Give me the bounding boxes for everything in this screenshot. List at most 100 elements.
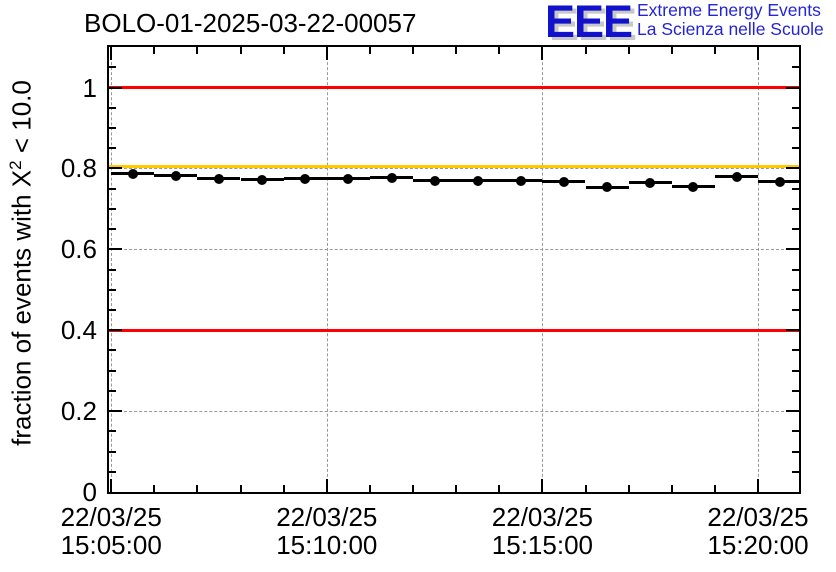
y-axis-tick — [109, 86, 122, 89]
y-gridline — [109, 168, 799, 170]
x-axis-tick — [713, 485, 716, 492]
y-axis-tick — [109, 450, 116, 453]
x-axis-tick — [196, 485, 199, 492]
x-axis-tick — [584, 485, 587, 492]
x-axis-tick — [541, 479, 544, 492]
data-point-marker — [300, 173, 311, 184]
y-tick-label: 0.2 — [60, 396, 97, 427]
y-axis-tick — [109, 470, 116, 473]
y-tick-label: 0.8 — [60, 153, 97, 184]
x-axis-tick-top — [239, 47, 242, 54]
y-axis-tick — [109, 410, 122, 413]
x-axis-tick-top — [153, 47, 156, 54]
y-tick-label: 0.6 — [60, 234, 97, 265]
x-tick-label: 22/03/25 15:05:00 — [26, 503, 196, 559]
y-axis-tick-right — [786, 248, 799, 251]
x-tick-label-date: 22/03/25 — [491, 502, 593, 532]
y-axis-tick — [109, 106, 116, 109]
y-tick-label: 0 — [82, 477, 97, 507]
y-axis-tick-right — [792, 389, 799, 392]
data-point-marker — [731, 171, 742, 182]
x-axis-tick-top — [282, 47, 285, 54]
y-axis-tick — [109, 389, 116, 392]
y-axis-tick — [109, 288, 116, 291]
x-tick-label-time: 15:05:00 — [60, 530, 162, 560]
y-axis-tick-right — [792, 268, 799, 271]
x-axis-tick-top — [498, 47, 501, 54]
x-axis-tick-top — [627, 47, 630, 54]
y-axis-tick — [109, 147, 116, 150]
data-point-marker — [645, 177, 656, 188]
x-tick-label: 22/03/25 15:15:00 — [457, 503, 627, 559]
data-point-marker — [688, 181, 699, 192]
y-axis-tick-right — [786, 329, 799, 332]
x-axis-tick — [239, 485, 242, 492]
y-axis-tick-right — [792, 147, 799, 150]
x-tick-label-date: 22/03/25 — [276, 502, 378, 532]
y-axis-tick-right — [792, 450, 799, 453]
y-axis-tick-right — [792, 430, 799, 433]
x-tick-label-time: 15:20:00 — [707, 530, 809, 560]
y-tick-label: 0.4 — [60, 315, 97, 346]
eee-logo-letters: EEE — [545, 0, 633, 47]
data-point-marker — [214, 173, 224, 184]
lower-limit-line — [109, 328, 799, 332]
y-axis-tick-right — [792, 187, 799, 190]
plot-frame — [107, 45, 801, 494]
y-axis-tick — [109, 349, 116, 352]
data-point-marker — [343, 173, 354, 184]
x-tick-label-time: 15:15:00 — [491, 530, 593, 560]
y-axis-tick-right — [792, 349, 799, 352]
y-axis-tick-right — [792, 309, 799, 311]
y-axis-tick-right — [792, 369, 799, 372]
y-axis-tick — [109, 126, 116, 129]
upper-limit-line — [109, 86, 799, 89]
x-axis-tick-top — [757, 47, 759, 60]
y-axis-tick-right — [792, 228, 799, 230]
x-axis-tick-top — [713, 47, 716, 54]
x-tick-label: 22/03/25 15:10:00 — [242, 503, 412, 559]
data-point-marker — [429, 175, 440, 186]
x-axis-tick-top — [110, 47, 113, 60]
data-point-marker — [127, 168, 138, 179]
x-axis-tick-top — [541, 47, 544, 60]
x-gridline — [758, 47, 759, 492]
y-axis-tick — [109, 430, 116, 433]
y-axis-tick — [109, 309, 116, 311]
y-axis-tick — [109, 369, 116, 372]
x-axis-tick-top — [455, 47, 458, 54]
y-axis-tick-right — [786, 167, 799, 170]
y-axis-tick — [109, 187, 116, 190]
x-axis-tick — [368, 485, 371, 492]
y-axis-tick-right — [792, 66, 799, 69]
data-point-marker — [515, 175, 526, 186]
x-tick-label-date: 22/03/25 — [60, 502, 162, 532]
x-axis-tick — [153, 485, 156, 492]
y-axis-tick-right — [786, 86, 799, 89]
y-axis-tick — [109, 207, 116, 210]
x-axis-tick-top — [412, 47, 414, 54]
x-axis-tick-top — [584, 47, 587, 54]
eee-logo-subtitle-1: Extreme Energy Events — [637, 0, 821, 20]
x-axis-tick — [455, 485, 458, 492]
x-gridline — [326, 47, 328, 492]
data-point-marker — [257, 174, 268, 185]
y-gridline — [109, 249, 799, 251]
y-axis-tick-right — [792, 106, 799, 109]
x-axis-tick — [282, 485, 285, 492]
x-axis-tick — [757, 479, 759, 492]
y-axis-tick — [109, 248, 122, 251]
x-axis-tick — [670, 485, 673, 492]
x-tick-label-time: 15:10:00 — [276, 530, 378, 560]
y-axis-tick-right — [792, 470, 799, 473]
x-axis-tick-top — [670, 47, 673, 54]
x-axis-tick-top — [196, 47, 199, 54]
data-point-marker — [170, 170, 181, 181]
data-point-marker — [774, 176, 785, 187]
x-tick-label: 22/03/25 15:20:00 — [673, 503, 836, 559]
y-axis-tick-right — [792, 207, 799, 210]
x-gridline — [542, 47, 544, 492]
data-point-marker — [559, 176, 569, 187]
y-axis-tick — [109, 66, 116, 69]
